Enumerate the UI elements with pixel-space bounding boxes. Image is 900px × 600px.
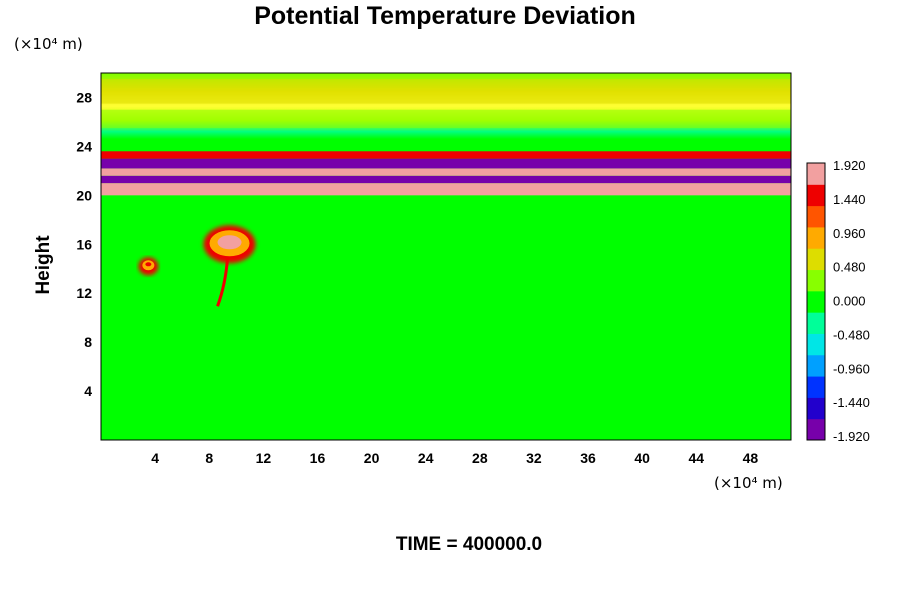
y-tick-label: 20: [76, 187, 92, 203]
colorbar-swatch: [807, 418, 825, 441]
plot-area: [100, 72, 792, 441]
colorbar-swatch: [807, 354, 825, 377]
colorbar-tick-label: 0.000: [833, 294, 866, 309]
x-tick-label: 24: [418, 450, 434, 466]
plot-frame: [100, 72, 792, 441]
y-tick-label: 16: [76, 236, 92, 252]
y-tick-label: 8: [84, 334, 92, 350]
x-tick-label: 44: [689, 450, 705, 466]
x-tick-label: 4: [151, 450, 159, 466]
field-band: [101, 151, 791, 159]
chart-title: Potential Temperature Deviation: [254, 2, 636, 30]
field-band: [101, 158, 791, 169]
x-tick-label: 36: [580, 450, 596, 466]
colorbar-tick-label: -1.920: [833, 429, 870, 444]
y-tick-label: 28: [76, 89, 92, 105]
colorbar-tick-label: 0.960: [833, 226, 866, 241]
colorbar-swatch: [807, 290, 825, 313]
colorbar-tick-label: -0.960: [833, 361, 870, 376]
field-band: [101, 168, 791, 176]
x-axis-ticks: 4 8 12 16 20 24 28 32 36 40 44 48: [151, 450, 758, 466]
colorbar-swatch: [807, 163, 825, 185]
y-unit-label: (×10⁴ m): [14, 35, 83, 53]
colorbar-tick-label: -1.440: [833, 395, 870, 410]
colorbar-swatch: [807, 226, 825, 249]
thermal-bubble: [203, 225, 256, 307]
colorbar-labels: 1.920 1.440 0.960 0.480 0.000 -0.480 -0.960 -1.…: [833, 158, 870, 444]
colorbar-tick-label: 0.480: [833, 260, 866, 275]
x-tick-label: 20: [364, 450, 380, 466]
colorbar-swatches: [807, 163, 825, 441]
x-tick-label: 12: [256, 450, 272, 466]
y-axis-label: Height: [33, 235, 54, 295]
colorbar-swatch: [807, 312, 825, 334]
colorbar-tick-label: 1.920: [833, 158, 866, 173]
field-layer: [101, 79, 791, 307]
colorbar-swatch: [807, 248, 825, 271]
time-label: TIME = 400000.0: [396, 534, 542, 555]
colorbar-swatch: [807, 269, 825, 292]
y-axis-ticks: 4 8 12 16 20 24 28: [76, 89, 92, 399]
colorbar: 1.920 1.440 0.960 0.480 0.000 -0.480 -0.960 -1.…: [806, 158, 870, 444]
colorbar-swatch: [807, 205, 825, 228]
y-tick-label: 12: [76, 285, 92, 301]
field-band: [101, 175, 791, 184]
x-unit-label: (×10⁴ m): [714, 474, 783, 492]
colorbar-tick-label: -0.480: [833, 327, 870, 342]
y-tick-label: 4: [84, 383, 92, 399]
x-tick-label: 16: [310, 450, 326, 466]
x-tick-label: 32: [526, 450, 542, 466]
field-band: [101, 79, 791, 104]
x-tick-label: 28: [472, 450, 488, 466]
field-band: [101, 109, 791, 129]
colorbar-swatch: [807, 333, 825, 356]
y-tick-label: 24: [76, 138, 92, 154]
colorbar-swatch: [807, 184, 825, 207]
colorbar-frame: [806, 162, 826, 441]
x-tick-label: 48: [743, 450, 759, 466]
field-band: [101, 183, 791, 196]
colorbar-swatch: [807, 397, 825, 420]
colorbar-swatch: [807, 376, 825, 398]
x-tick-label: 8: [205, 450, 213, 466]
thermal-bubble: [138, 257, 159, 276]
x-tick-label: 40: [634, 450, 650, 466]
colorbar-tick-label: 1.440: [833, 192, 866, 207]
